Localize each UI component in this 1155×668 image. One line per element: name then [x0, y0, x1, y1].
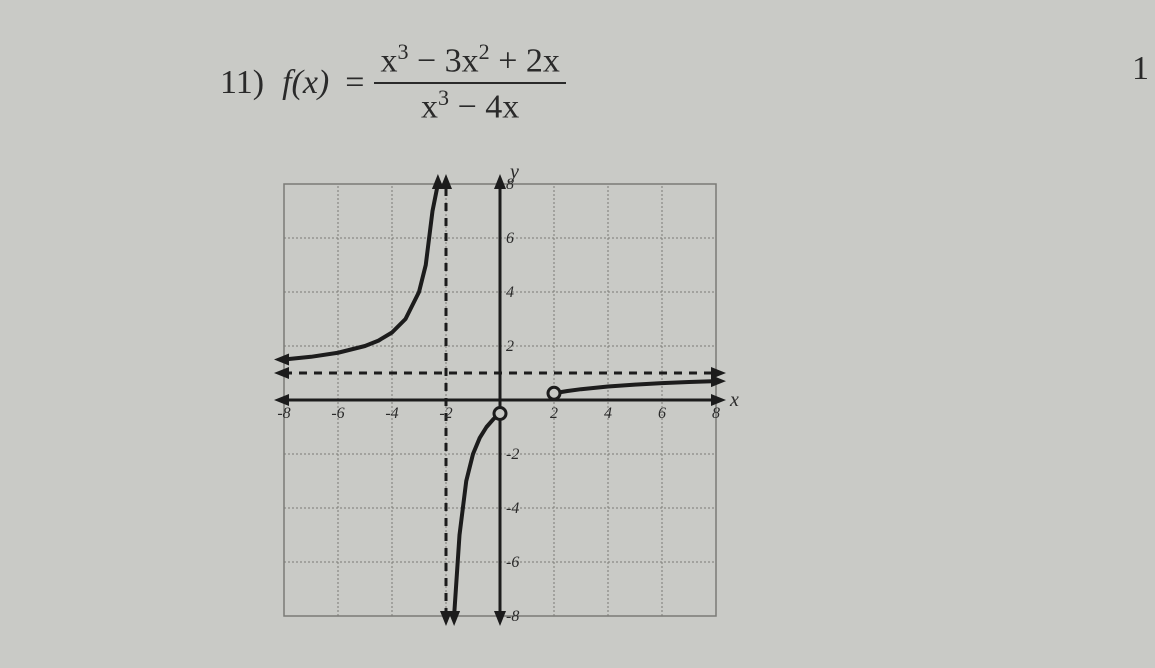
chart-container: -8-6-4-22468-8-6-4-22468xy [260, 160, 740, 640]
fraction-bar [374, 82, 565, 84]
svg-text:-6: -6 [506, 554, 519, 571]
page: 11) f(x) = x3 − 3x2 + 2x x3 − 4x 1 -8 -6 -… [0, 0, 1155, 668]
numerator: x3 − 3x2 + 2x [374, 40, 565, 80]
svg-text:-8: -8 [506, 608, 519, 625]
lhs: f(x) [282, 64, 329, 102]
problem-number: 11) [220, 64, 264, 102]
svg-text:y: y [508, 161, 519, 183]
problem-expression: 11) f(x) = x3 − 3x2 + 2x x3 − 4x [220, 40, 566, 125]
svg-text:-2: -2 [506, 446, 519, 463]
svg-text:6: 6 [658, 405, 666, 422]
svg-text:-4: -4 [385, 405, 398, 422]
svg-text:x: x [729, 389, 739, 411]
svg-text:-6: -6 [331, 405, 344, 422]
svg-text:4: 4 [506, 284, 514, 301]
svg-text:-2: -2 [439, 405, 452, 422]
svg-text:6: 6 [506, 230, 514, 247]
svg-text:2: 2 [506, 338, 514, 355]
fraction: x3 − 3x2 + 2x x3 − 4x [374, 40, 565, 125]
page-edge-mark: 1 [1132, 50, 1149, 88]
svg-text:8: 8 [712, 405, 720, 422]
svg-text:2: 2 [550, 405, 558, 422]
svg-text:-8: -8 [277, 405, 290, 422]
svg-text:-4: -4 [506, 500, 519, 517]
svg-text:4: 4 [604, 405, 612, 422]
rational-function-chart: -8-6-4-22468-8-6-4-22468xy [260, 160, 740, 640]
denominator: x3 − 4x [415, 86, 525, 126]
equals: = [345, 64, 364, 102]
